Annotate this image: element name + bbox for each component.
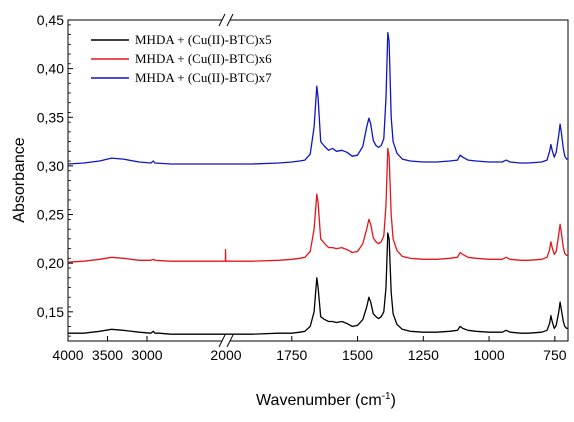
axis-break-bottom xyxy=(218,334,234,348)
series-line-3 xyxy=(67,31,568,165)
y-tick-label-0: 0,15 xyxy=(37,304,64,320)
x-tick-label-right-3: 1250 xyxy=(408,347,439,363)
x-tick-label-left-0: 4000 xyxy=(52,347,83,363)
x-tick-label-left-1: 3500 xyxy=(92,347,123,363)
x-axis-title-superscript: -1 xyxy=(382,391,391,402)
y-tick-label-4: 0,35 xyxy=(37,109,64,125)
y-tick-label-1: 0,20 xyxy=(37,255,64,271)
legend: MHDA + (Cu(II)-BTC)x5 MHDA + (Cu(II)-BTC)… xyxy=(91,32,272,85)
series-line-2 xyxy=(67,147,568,263)
y-tick-label-2: 0,25 xyxy=(37,207,64,223)
y-tick-label-6: 0,45 xyxy=(37,12,64,28)
x-tick-label-right-5: 750 xyxy=(543,347,567,363)
x-tick-label-right-1: 1750 xyxy=(276,347,307,363)
x-tick-label-right-4: 1000 xyxy=(473,347,504,363)
x-axis-title-main: Wavenumber (cm xyxy=(256,392,382,409)
legend-label-2: MHDA + (Cu(II)-BTC)x6 xyxy=(135,51,272,66)
x-axis-title: Wavenumber (cm-1) xyxy=(256,391,396,409)
series-layer xyxy=(67,31,568,335)
legend-label-1: MHDA + (Cu(II)-BTC)x5 xyxy=(135,32,272,47)
x-tick-label-right-0: 2000 xyxy=(210,347,241,363)
y-tick-label-5: 0,40 xyxy=(37,61,64,77)
x-tick-label-right-2: 1500 xyxy=(342,347,373,363)
x-tick-label-left-2: 3000 xyxy=(131,347,162,363)
series-line-1 xyxy=(68,232,568,335)
y-axis-title: Absorbance xyxy=(11,137,28,222)
y-tick-label-3: 0,30 xyxy=(37,158,64,174)
x-axis-title-close: ) xyxy=(391,392,396,409)
axis-break-top xyxy=(218,13,234,27)
legend-label-3: MHDA + (Cu(II)-BTC)x7 xyxy=(135,70,272,85)
axis-layer: 4000 3500 3000 2000 1750 1500 1250 1000 750 0,15 0… xyxy=(37,12,567,363)
